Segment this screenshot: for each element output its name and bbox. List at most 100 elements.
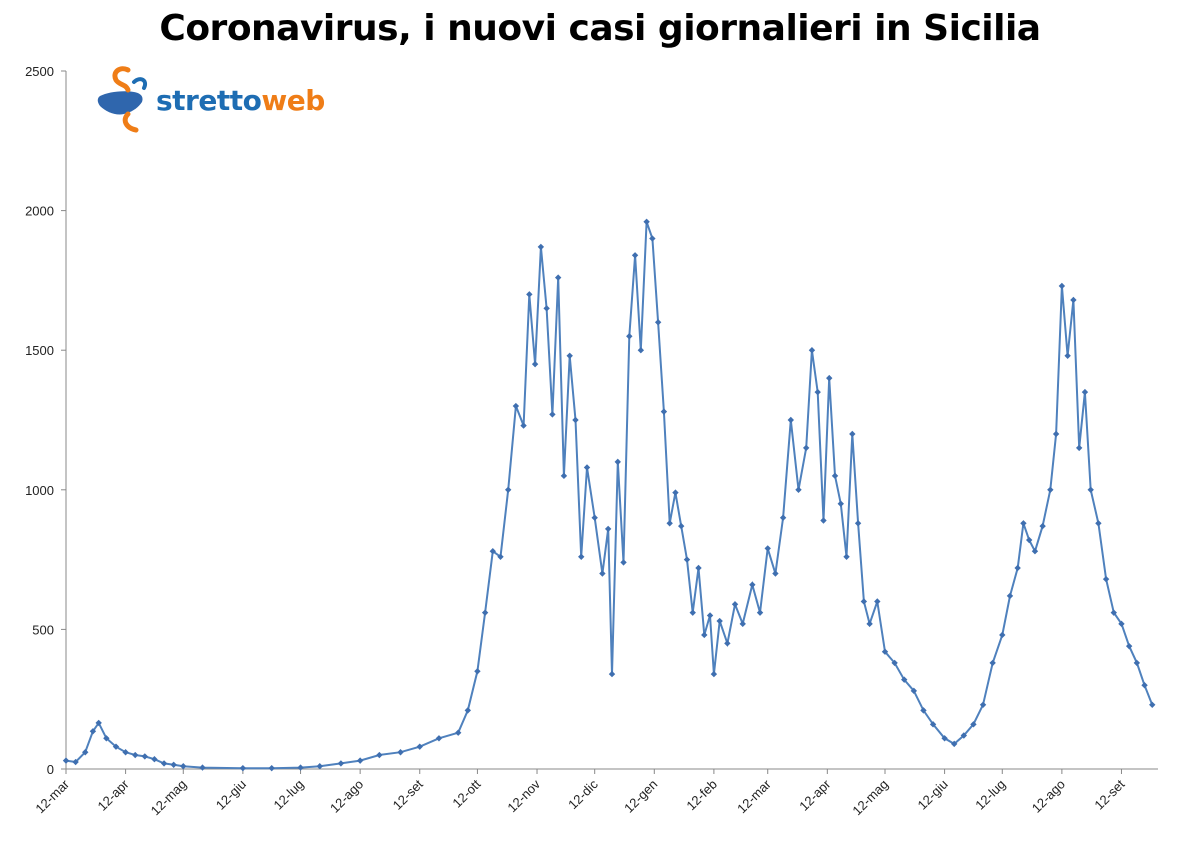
data-point — [999, 631, 1006, 639]
data-point — [1081, 388, 1089, 396]
data-point — [1110, 609, 1117, 616]
data-point — [614, 458, 621, 466]
data-point — [1014, 564, 1021, 572]
data-point — [268, 764, 275, 772]
data-point — [710, 670, 718, 678]
data-point — [435, 735, 443, 742]
data-point — [1102, 575, 1110, 583]
data-point — [1064, 352, 1071, 359]
data-point — [910, 687, 918, 695]
data-point — [337, 760, 345, 767]
data-point — [724, 640, 731, 647]
y-tick-label: 1500 — [25, 343, 54, 358]
y-axis-ticks: 0 500 1000 1500 2000 2500 — [25, 64, 66, 777]
data-point — [160, 760, 168, 767]
data-point — [1141, 682, 1148, 689]
data-point — [474, 668, 481, 675]
data-point — [716, 617, 723, 625]
data-point — [454, 729, 462, 736]
data-point — [520, 422, 527, 429]
data-point — [1133, 659, 1141, 667]
data-point — [489, 548, 497, 555]
data-point — [866, 620, 873, 628]
data-point — [1020, 520, 1027, 527]
x-tick-label: 12-apr — [796, 776, 834, 814]
data-point — [72, 758, 79, 766]
data-point — [901, 676, 908, 683]
data-point — [951, 740, 958, 748]
data-point — [989, 659, 996, 667]
data-point — [849, 430, 856, 438]
data-point — [837, 500, 844, 507]
data-point — [122, 749, 129, 756]
x-tick-label: 12-mag — [849, 777, 891, 819]
data-point — [566, 352, 573, 359]
data-point — [1075, 444, 1083, 452]
x-tick-label: 12-dic — [565, 776, 601, 812]
data-point — [1039, 522, 1046, 530]
data-point — [831, 472, 839, 480]
y-tick-label: 2500 — [25, 64, 54, 79]
data-point — [591, 514, 598, 521]
x-tick-label: 12-lug — [972, 777, 1008, 813]
data-point — [316, 763, 323, 770]
data-point — [787, 416, 794, 424]
data-point — [731, 601, 739, 608]
data-point — [103, 735, 110, 742]
data-point — [512, 402, 520, 410]
data-point — [795, 486, 802, 493]
data-point — [881, 648, 889, 655]
series-line — [65, 221, 1154, 770]
data-point — [960, 732, 968, 739]
data-point — [637, 347, 645, 354]
y-tick-label: 2000 — [25, 204, 54, 219]
data-point — [941, 735, 948, 742]
x-tick-label: 12-mar — [32, 776, 72, 816]
data-point — [199, 764, 206, 771]
logo-wordmark: strettoweb — [156, 84, 325, 117]
data-point — [779, 514, 787, 521]
data-point — [170, 761, 177, 769]
x-axis-ticks: 12-mar 12-apr 12-mag 12-giu 12-lug 12-ago 12-s… — [32, 769, 1128, 819]
data-point — [1025, 536, 1033, 544]
data-point — [929, 721, 937, 728]
sicily-map-icon — [97, 66, 147, 133]
data-point — [464, 707, 472, 714]
data-point — [843, 553, 850, 561]
data-point — [504, 486, 512, 493]
data-point — [1070, 296, 1077, 304]
data-point — [376, 751, 383, 759]
data-point — [854, 520, 862, 527]
data-point — [239, 764, 247, 772]
data-point — [82, 749, 89, 756]
data-point — [695, 564, 702, 572]
x-tick-label: 12-gen — [621, 777, 660, 816]
x-tick-label: 12-feb — [683, 777, 720, 814]
x-tick-label: 12-mag — [148, 777, 190, 819]
data-point — [141, 753, 149, 760]
data-point — [554, 274, 562, 281]
data-point — [739, 620, 746, 628]
data-point — [416, 743, 423, 750]
x-tick-label: 12-giu — [213, 777, 249, 813]
data-point — [397, 749, 404, 756]
chart-title: Coronavirus, i nuovi casi giornalieri in… — [159, 8, 1041, 49]
data-point — [764, 545, 771, 552]
x-tick-label: 12-mar — [734, 776, 774, 816]
data-point — [808, 347, 816, 354]
data-point — [497, 553, 504, 561]
data-point — [701, 631, 708, 639]
data-point — [920, 707, 927, 714]
data-point — [151, 756, 158, 763]
data-point — [814, 388, 821, 396]
x-tick-label: 12-ago — [1029, 777, 1068, 816]
data-point — [531, 360, 539, 368]
data-point — [678, 522, 685, 530]
data-point — [874, 598, 881, 605]
data-point — [180, 763, 187, 770]
data-point — [1087, 486, 1094, 493]
data-point — [626, 333, 633, 340]
data-point — [1149, 701, 1156, 708]
data-point — [672, 489, 679, 496]
data-point — [89, 728, 97, 735]
